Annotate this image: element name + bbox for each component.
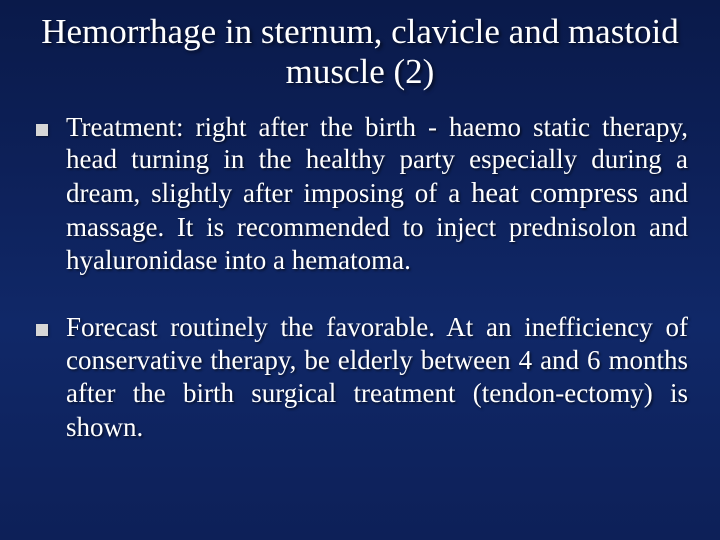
slide-container: Hemorrhage in sternum, clavicle and mast… [0,0,720,540]
bullet-text-pre: Forecast routinely the favorable. At an … [66,312,688,442]
bullet-item: Treatment: right after the birth - haemo… [32,111,688,278]
bullet-list: Treatment: right after the birth - haemo… [32,111,688,445]
bullet-item: Forecast routinely the favorable. At an … [32,311,688,445]
bullet-text-emph: heat compress [471,177,638,209]
slide-title: Hemorrhage in sternum, clavicle and mast… [32,12,688,93]
